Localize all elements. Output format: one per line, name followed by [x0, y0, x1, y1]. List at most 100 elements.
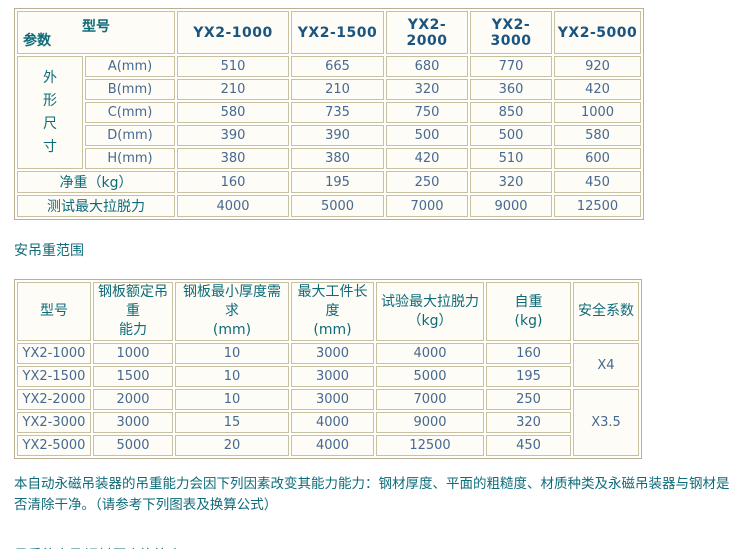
value-cell: 320: [386, 79, 468, 100]
model-cell: YX2-1500: [17, 366, 91, 387]
param-label-cell: C(mm): [85, 102, 175, 123]
value-cell: 7000: [386, 195, 468, 217]
value-cell: 735: [291, 102, 384, 123]
value-cell: 195: [486, 366, 571, 387]
range-row: YX2-1500 1500 10 3000 5000 195: [17, 366, 639, 387]
value-cell: 10: [175, 343, 289, 364]
value-cell: 160: [486, 343, 571, 364]
value-cell: 10: [175, 366, 289, 387]
value-cell: 3000: [291, 389, 374, 410]
header-line: 能力: [119, 322, 147, 338]
model-header-cell: YX2-1000: [177, 11, 289, 54]
value-cell: 210: [291, 79, 384, 100]
value-cell: 250: [486, 389, 571, 410]
dim-row-a: 外形尺寸 A(mm) 510 665 680 770 920: [17, 56, 641, 169]
corner-header-cell: 型号 参数: [17, 11, 175, 54]
value-cell: 2000: [93, 389, 173, 410]
dim-row-b: B(mm) 210 210 320 360 420: [17, 79, 641, 100]
value-cell: 600: [554, 148, 641, 169]
header-cell-safety-factor: 安全系数: [573, 282, 639, 341]
net-weight-row: 净重（kg） 160 195 250 320 450: [17, 171, 641, 193]
spec-table: 型号 参数 YX2-1000 YX2-1500 YX2-2000 YX2-300…: [14, 8, 644, 220]
param-label-cell: D(mm): [85, 125, 175, 146]
header-line: 型号: [40, 303, 68, 319]
spec-header-row: 型号 参数 YX2-1000 YX2-1500 YX2-2000 YX2-300…: [17, 11, 641, 54]
value-cell: 500: [470, 125, 552, 146]
value-cell: 320: [470, 171, 552, 193]
param-label-cell: A(mm): [85, 56, 175, 77]
header-line: （kg）: [407, 312, 453, 329]
value-cell: 4000: [376, 343, 484, 364]
value-cell: 450: [486, 435, 571, 456]
value-cell: 450: [554, 171, 641, 193]
value-cell: 3000: [291, 343, 374, 364]
note-paragraph: 本自动永磁吊装器的吊重能力会因下列因素改变其能力能力：钢材厚度、平面的粗糙度、材…: [14, 476, 730, 513]
value-cell: 390: [291, 125, 384, 146]
dim-group-label: 外形尺寸: [43, 69, 57, 155]
header-line: 安全系数: [578, 303, 634, 319]
range-row: YX2-2000 2000 10 3000 7000 250 X3.5: [17, 389, 639, 456]
value-cell: 850: [470, 102, 552, 123]
range-row: YX2-5000 5000 20 4000 12500 450: [17, 435, 639, 456]
header-line: (mm): [212, 322, 252, 338]
dim-row-h: H(mm) 380 380 420 510 600: [17, 148, 641, 169]
header-line: 钢板最小厚度需求: [183, 284, 281, 319]
value-cell: 4000: [291, 412, 374, 433]
value-cell: 510: [177, 56, 289, 77]
value-cell: 7000: [376, 389, 484, 410]
value-cell: 4000: [177, 195, 289, 217]
value-cell: 320: [486, 412, 571, 433]
model-header-cell: YX2-2000: [386, 11, 468, 54]
value-cell: 665: [291, 56, 384, 77]
value-cell: 680: [386, 56, 468, 77]
value-cell: 770: [470, 56, 552, 77]
value-cell: 390: [177, 125, 289, 146]
safety-factor-cell: X4: [573, 343, 639, 387]
param-label-cell: H(mm): [85, 148, 175, 169]
value-cell: 1000: [93, 343, 173, 364]
value-cell: 380: [177, 148, 289, 169]
value-cell: 1500: [93, 366, 173, 387]
pull-test-label-cell: 测试最大拉脱力: [17, 195, 175, 217]
range-row: YX2-1000 1000 10 3000 4000 160 X4: [17, 343, 639, 387]
header-line: 钢板额定吊重: [98, 284, 168, 319]
value-cell: 5000: [93, 435, 173, 456]
range-row: YX2-3000 3000 15 4000 9000 320: [17, 412, 639, 433]
model-cell: YX2-2000: [17, 389, 91, 410]
range-header-row: 型号 钢板额定吊重 能力 钢板最小厚度需求 (mm) 最大工件长度 (mm) 试…: [17, 282, 639, 341]
section-title-conversion-table: 吊重能力及钢材厚度换算表: [14, 545, 729, 549]
safety-factor-cell: X3.5: [573, 389, 639, 456]
header-cell-min-thickness: 钢板最小厚度需求 (mm): [175, 282, 289, 341]
header-line: 自重: [514, 293, 543, 310]
value-cell: 580: [177, 102, 289, 123]
header-cell-test-pulloff: 试验最大拉脱力 （kg）: [376, 282, 484, 341]
value-cell: 9000: [470, 195, 552, 217]
param-label-cell: B(mm): [85, 79, 175, 100]
value-cell: 580: [554, 125, 641, 146]
value-cell: 210: [177, 79, 289, 100]
value-cell: 750: [386, 102, 468, 123]
net-weight-label-cell: 净重（kg）: [17, 171, 175, 193]
corner-model-label: 型号: [82, 19, 110, 35]
value-cell: 360: [470, 79, 552, 100]
dim-row-d: D(mm) 390 390 500 500 580: [17, 125, 641, 146]
header-line: (mm): [313, 322, 352, 338]
value-cell: 510: [470, 148, 552, 169]
value-cell: 1000: [554, 102, 641, 123]
value-cell: 4000: [291, 435, 374, 456]
value-cell: 3000: [93, 412, 173, 433]
value-cell: 920: [554, 56, 641, 77]
value-cell: 15: [175, 412, 289, 433]
value-cell: 5000: [291, 195, 384, 217]
value-cell: 420: [386, 148, 468, 169]
value-cell: 195: [291, 171, 384, 193]
corner-param-label: 参数: [23, 33, 51, 49]
value-cell: 420: [554, 79, 641, 100]
model-cell: YX2-3000: [17, 412, 91, 433]
model-header-cell: YX2-3000: [470, 11, 552, 54]
value-cell: 380: [291, 148, 384, 169]
dim-group-cell: 外形尺寸: [17, 56, 83, 169]
header-cell-model: 型号: [17, 282, 91, 341]
value-cell: 160: [177, 171, 289, 193]
